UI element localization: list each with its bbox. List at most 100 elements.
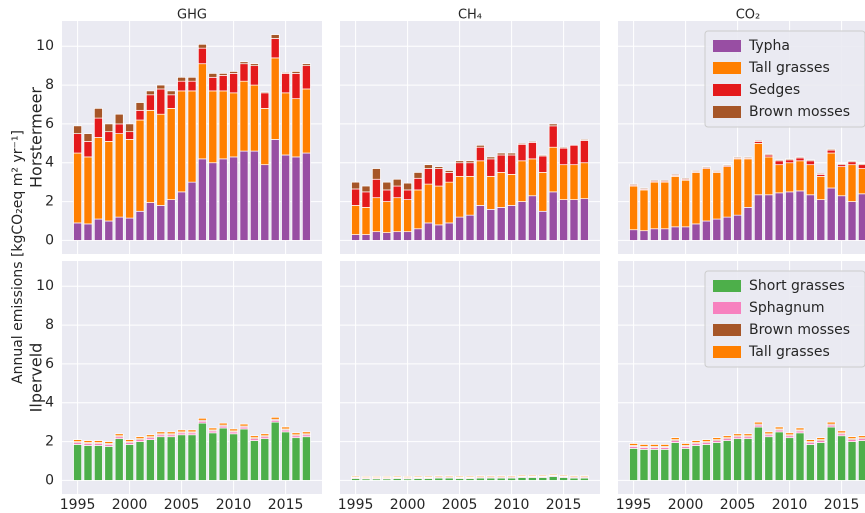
bar-segment <box>712 218 722 241</box>
bar-segment <box>548 473 558 476</box>
bar-segment <box>104 123 114 133</box>
bar-segment <box>785 191 795 241</box>
bar-segment <box>701 444 711 481</box>
bar-segment <box>371 476 381 478</box>
x-tick-label: 1995 <box>616 497 652 513</box>
bar-segment <box>392 178 402 187</box>
bar-segment <box>649 179 659 182</box>
bar-segment <box>548 146 558 193</box>
bar-segment <box>805 194 815 241</box>
bar-segment <box>712 442 722 481</box>
x-tick-label: 2005 <box>164 497 200 513</box>
bar-segment <box>104 441 114 444</box>
bar-segment <box>649 181 659 230</box>
bar-segment <box>361 185 371 193</box>
bar-segment <box>743 207 753 241</box>
bar-segment <box>764 436 774 481</box>
bar-segment <box>73 152 83 224</box>
bar-segment <box>351 181 361 190</box>
legend-swatch <box>713 280 741 292</box>
bar-segment <box>249 63 259 67</box>
bar-segment <box>371 231 381 241</box>
bar-segment <box>260 92 270 109</box>
bar-segment <box>392 185 402 199</box>
bar-segment <box>507 205 517 241</box>
bar-segment <box>423 168 433 185</box>
bar-segment <box>114 433 124 437</box>
bar-segment <box>382 189 392 202</box>
bar-segment <box>413 475 423 478</box>
bar-segment <box>444 172 454 183</box>
bar-segment <box>270 416 280 420</box>
bar-segment <box>465 175 475 216</box>
bar-segment <box>548 125 558 148</box>
plot-background <box>340 261 600 494</box>
bar-segment <box>208 427 218 431</box>
bar-segment <box>826 152 836 189</box>
bar-segment <box>743 433 753 437</box>
bar-segment <box>301 63 311 67</box>
bar-segment <box>795 157 805 162</box>
bar-segment <box>197 417 207 421</box>
bar-segment <box>444 181 454 224</box>
x-tick-label: 2010 <box>216 497 252 513</box>
bar-segment <box>785 159 795 164</box>
bar-segment <box>837 166 847 197</box>
bar-segment <box>753 142 763 196</box>
bar-segment <box>156 436 166 481</box>
bar-segment <box>166 94 176 109</box>
legend-label: Tall grasses <box>748 344 830 360</box>
bar-segment <box>712 437 722 440</box>
bar-segment <box>145 109 155 203</box>
bar-segment <box>816 199 826 241</box>
y-tick-label: 6 <box>45 356 54 372</box>
bar-segment <box>239 423 249 427</box>
bar-segment <box>639 448 649 481</box>
bar-segment <box>559 164 569 200</box>
y-tick-label: 10 <box>36 38 54 54</box>
bar-segment <box>270 38 280 59</box>
bar-segment <box>826 148 836 151</box>
bar-segment <box>156 431 166 435</box>
x-tick-label: 2015 <box>824 497 860 513</box>
bar-segment <box>691 440 701 443</box>
bar-segment <box>548 123 558 127</box>
y-tick-label: 10 <box>36 278 54 294</box>
bar-segment <box>639 444 649 447</box>
bar-segment <box>548 191 558 241</box>
bar-segment <box>187 76 197 82</box>
bar-segment <box>649 444 659 447</box>
bar-segment <box>517 143 527 162</box>
bar-segment <box>249 435 259 439</box>
bar-segment <box>559 199 569 241</box>
bar-segment <box>218 90 228 160</box>
bar-segment <box>465 214 475 241</box>
bar-segment <box>660 448 670 481</box>
bar-segment <box>229 156 239 241</box>
bar-segment <box>382 181 392 191</box>
bar-segment <box>239 150 249 241</box>
bar-segment <box>229 73 239 94</box>
bar-segment <box>413 228 423 241</box>
bar-segment <box>260 433 270 437</box>
bar-segment <box>351 188 361 206</box>
bar-segment <box>135 102 145 111</box>
bar-segment <box>403 476 413 478</box>
bar-segment <box>660 179 670 182</box>
bar-segment <box>187 181 197 241</box>
panel-title: GHG <box>177 8 207 23</box>
bar-segment <box>392 197 402 233</box>
bar-segment <box>681 226 691 241</box>
y-tick-label: 4 <box>45 155 54 171</box>
bar-segment <box>444 222 454 241</box>
x-tick-label: 2015 <box>546 497 582 513</box>
legend-label: Brown mosses <box>749 322 850 338</box>
bar-segment <box>579 139 589 141</box>
bar-segment <box>785 432 795 436</box>
bar-segment <box>423 222 433 241</box>
bar-segment <box>270 139 280 241</box>
bar-segment <box>517 160 527 202</box>
bar-segment <box>837 430 847 434</box>
bar-segment <box>281 92 291 156</box>
bar-segment <box>187 90 197 183</box>
